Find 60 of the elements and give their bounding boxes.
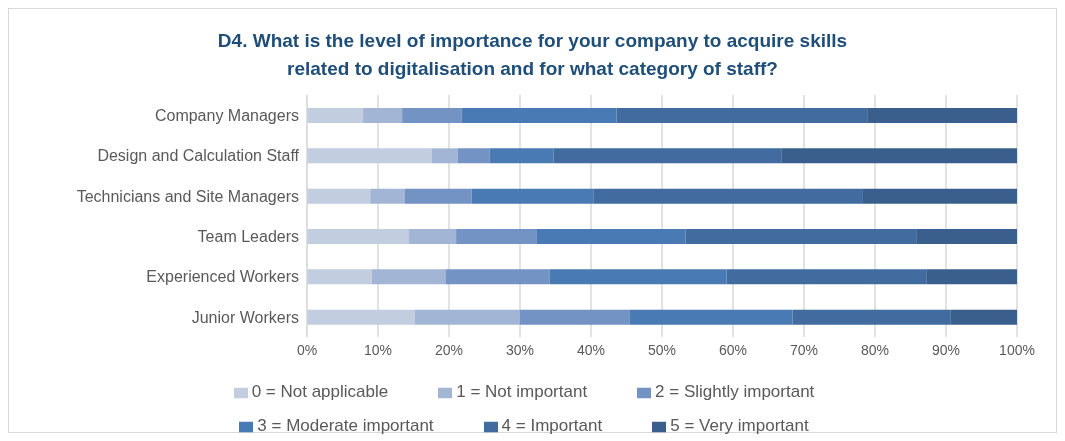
bar bbox=[862, 188, 1017, 204]
bar bbox=[371, 269, 446, 285]
x-tick-label: 0% bbox=[296, 341, 318, 358]
legend-label: 4 = Important bbox=[501, 416, 603, 435]
bar bbox=[363, 108, 403, 123]
bar bbox=[489, 148, 554, 164]
bar bbox=[616, 108, 868, 123]
bar bbox=[520, 309, 630, 325]
x-tick-label: 20% bbox=[434, 341, 464, 358]
bar bbox=[792, 309, 951, 325]
x-tick-label: 40% bbox=[576, 341, 606, 358]
y-tick-label: Design and Calculation Staff bbox=[97, 147, 300, 165]
x-tick-label: 90% bbox=[931, 341, 961, 358]
bar bbox=[370, 188, 405, 204]
bar bbox=[593, 188, 863, 204]
bar bbox=[781, 148, 1017, 164]
bar bbox=[307, 269, 372, 285]
bar bbox=[916, 229, 1017, 244]
bar bbox=[950, 309, 1017, 325]
bar bbox=[414, 309, 520, 325]
legend-label: 1 = Not important bbox=[456, 382, 588, 401]
legend-label: 0 = Not applicable bbox=[251, 382, 389, 401]
bar bbox=[867, 108, 1017, 123]
bar bbox=[307, 108, 364, 123]
x-tick-label: 70% bbox=[789, 341, 819, 358]
bar bbox=[471, 188, 594, 204]
y-tick-label: Junior Workers bbox=[191, 308, 299, 326]
bar bbox=[685, 229, 917, 244]
bar bbox=[307, 229, 409, 244]
bar bbox=[926, 269, 1017, 285]
bar bbox=[536, 229, 686, 244]
bar bbox=[408, 229, 457, 244]
bar bbox=[549, 269, 727, 285]
y-tick-label: Experienced Workers bbox=[146, 268, 299, 286]
legend-label: 2 = Slightly important bbox=[655, 382, 815, 401]
bar bbox=[402, 108, 462, 123]
y-tick-label: Company Managers bbox=[154, 106, 299, 124]
x-tick-label: 50% bbox=[647, 341, 677, 358]
bar bbox=[445, 269, 550, 285]
bar bbox=[629, 309, 793, 325]
bar bbox=[307, 148, 432, 164]
legend-label: 5 = Very important bbox=[670, 416, 809, 435]
bar bbox=[431, 148, 458, 164]
bar bbox=[307, 188, 371, 204]
x-tick-label: 100% bbox=[999, 341, 1035, 358]
bar bbox=[404, 188, 472, 204]
bar bbox=[456, 229, 537, 244]
chart-title: D4. What is the level of importance for your company to acquire skills related to digitalisation and for what category of staff? bbox=[216, 29, 849, 81]
x-tick-label: 30% bbox=[505, 341, 535, 358]
bar bbox=[553, 148, 782, 164]
x-tick-label: 60% bbox=[718, 341, 748, 358]
x-tick-label: 80% bbox=[860, 341, 890, 358]
bar bbox=[461, 108, 617, 123]
y-tick-label: Technicians and Site Managers bbox=[76, 187, 299, 205]
bar bbox=[307, 309, 415, 325]
y-tick-label: Team Leaders bbox=[197, 227, 299, 245]
bar bbox=[726, 269, 927, 285]
x-tick-label: 10% bbox=[363, 341, 393, 358]
legend-label: 3 = Moderate important bbox=[257, 416, 434, 435]
bar bbox=[457, 148, 490, 164]
